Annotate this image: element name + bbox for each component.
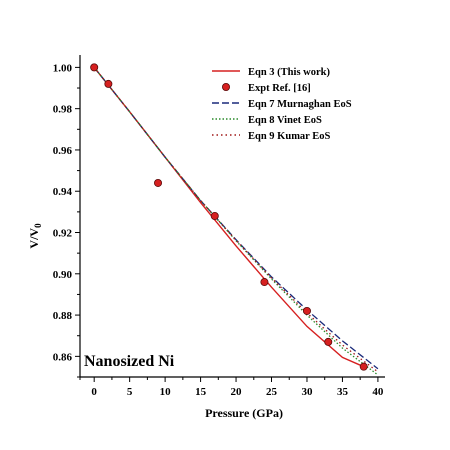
y-tick-label: 0.96: [53, 145, 73, 157]
sample-annotation: Nanosized Ni: [84, 353, 175, 370]
x-axis-title: Pressure (GPa): [205, 406, 283, 420]
x-tick-label: 5: [127, 386, 133, 398]
y-axis-title-subscript: 0: [33, 223, 43, 228]
legend-label-2: Eqn 7 Murnaghan EoS: [248, 99, 352, 110]
x-tick-label: 0: [91, 386, 97, 398]
legend-label-0: Eqn 3 (This work): [248, 67, 330, 78]
axes-layer: 0 5 10 15 20 25 30 35 40 0.86 0.88 0.90 0.92 0.94 0.96…: [53, 55, 385, 398]
data-point: [324, 337, 333, 346]
data-point: [154, 178, 163, 187]
legend-marker-1: [221, 83, 230, 92]
y-tick-label: 0.98: [53, 104, 73, 116]
x-tick-label: 20: [231, 386, 243, 398]
y-axis-title: V/V0: [27, 223, 43, 249]
x-tick-label: 40: [372, 386, 384, 398]
series-layer: [90, 63, 379, 376]
x-tick-label: 15: [195, 386, 207, 398]
series-line-2: [93, 66, 379, 370]
legend: Eqn 3 (This work) Expt Ref. [16] Eqn 7 Mur…: [212, 67, 352, 142]
x-tick-label: 25: [266, 386, 278, 398]
y-tick-label: 0.90: [53, 269, 73, 281]
x-tick-label: 30: [301, 386, 313, 398]
data-point: [260, 278, 269, 287]
data-point: [104, 79, 113, 88]
y-tick-label: 0.92: [53, 228, 73, 240]
x-tick-label: 10: [160, 386, 172, 398]
y-tick-label: 0.94: [53, 186, 73, 198]
data-point: [210, 211, 219, 220]
data-point: [359, 362, 368, 371]
series-line-3: [93, 66, 379, 376]
data-point: [90, 63, 99, 72]
y-tick-label: 0.88: [53, 310, 73, 322]
legend-label-1: Expt Ref. [16]: [248, 83, 311, 94]
data-point: [302, 306, 311, 315]
y-axis-title-main: V/V: [27, 228, 41, 249]
y-tick-label: 0.86: [53, 351, 73, 363]
y-tick-label: 1.00: [53, 62, 73, 74]
x-tick-label: 35: [337, 386, 349, 398]
legend-label-3: Eqn 8 Vinet EoS: [248, 115, 322, 126]
legend-label-4: Eqn 9 Kumar EoS: [248, 131, 331, 142]
